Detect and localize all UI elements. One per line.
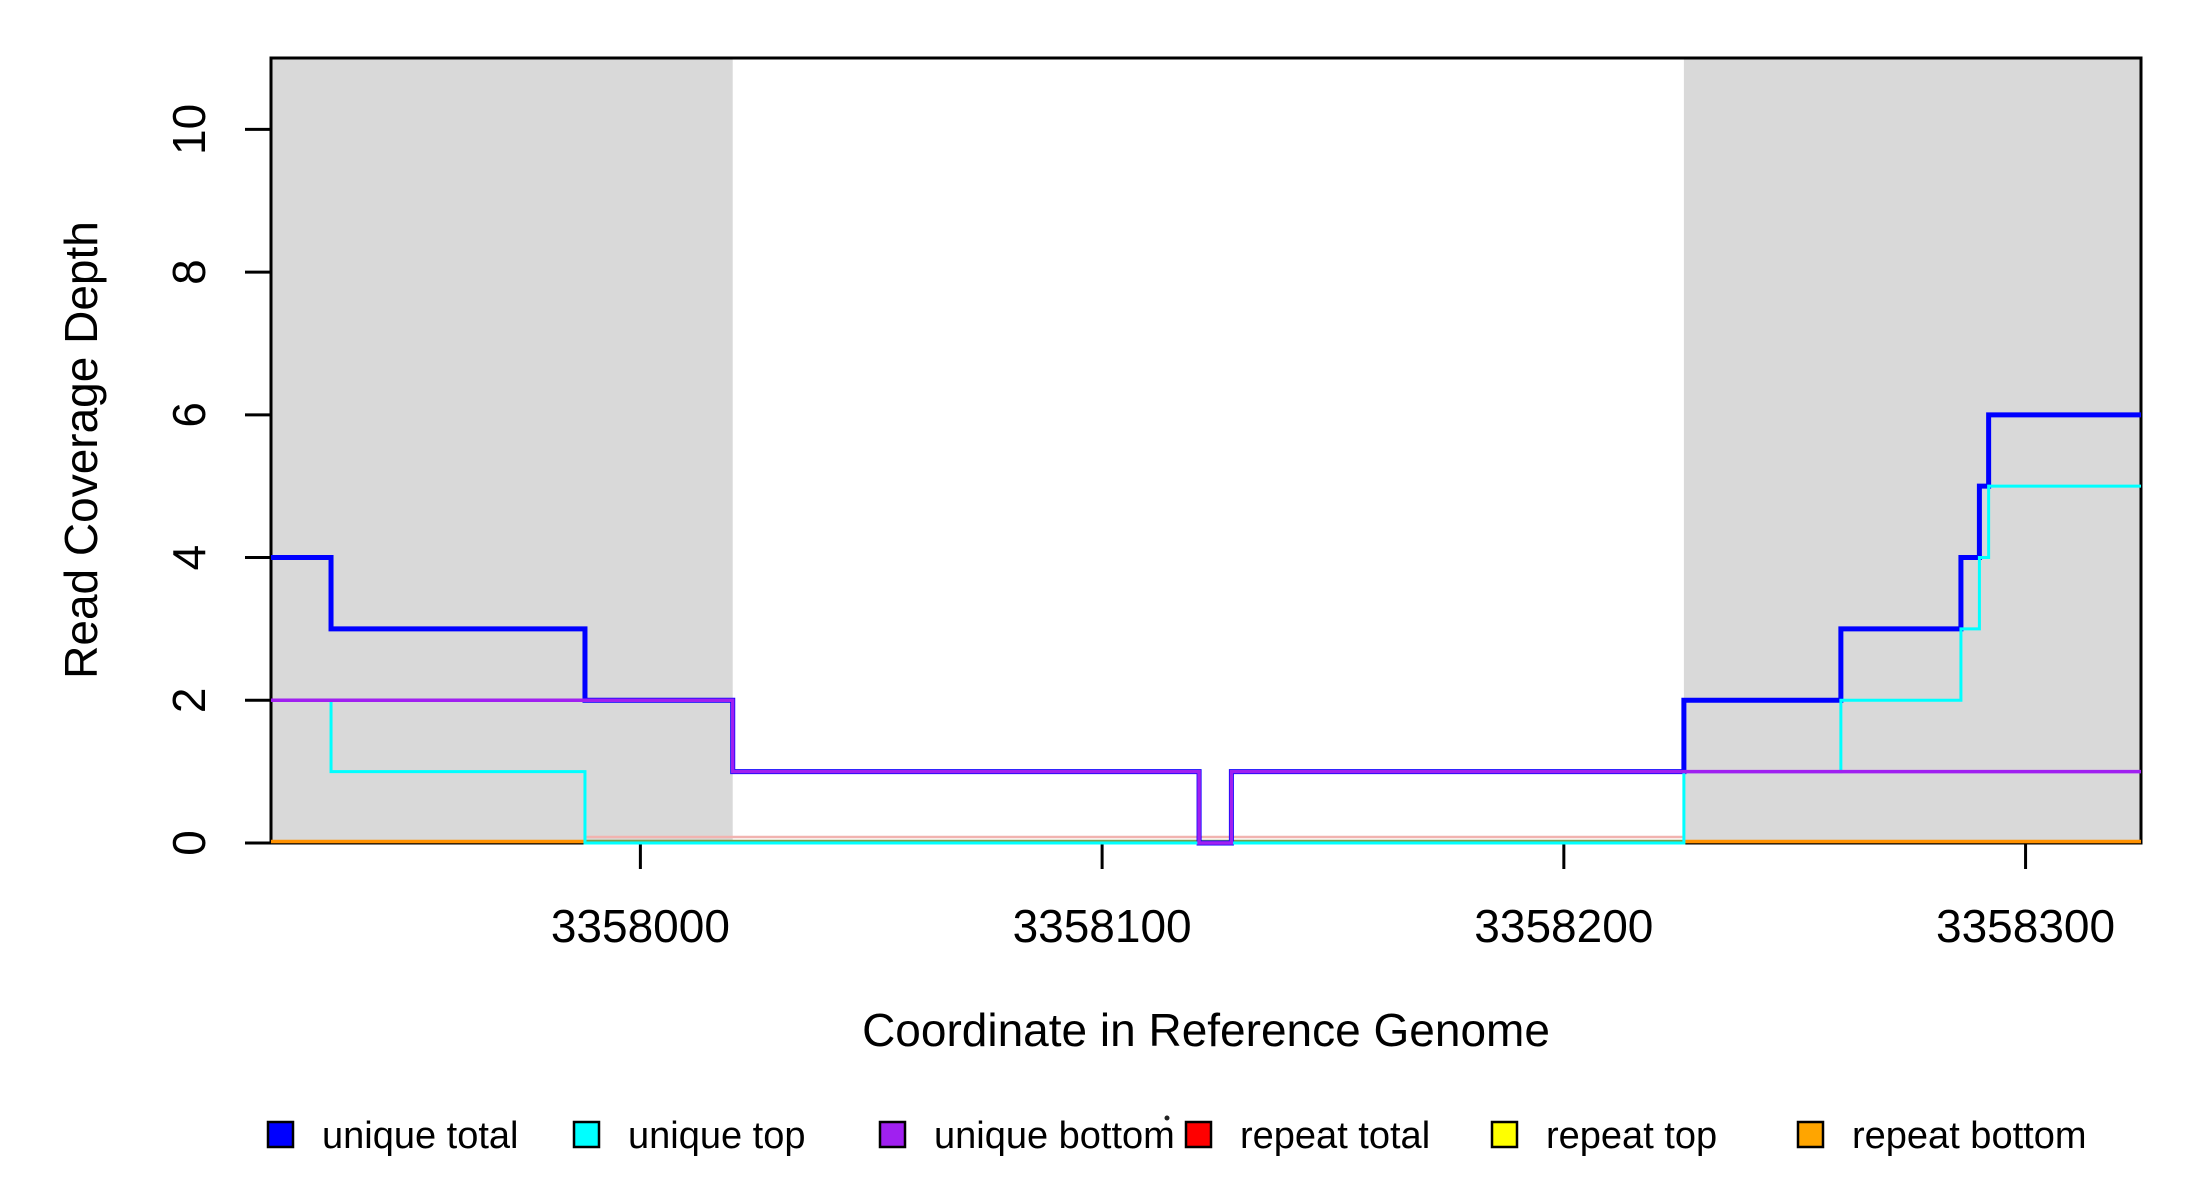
legend-swatch-unique-total [266,1120,295,1149]
legend-label-unique-bottom: unique bottom [934,1115,1175,1157]
series-line-unique-top [271,484,2141,845]
legend-swatch-repeat-top [1490,1120,1519,1149]
right-repeat-region [1683,58,2141,843]
legend-label-repeat-top: repeat top [1546,1115,1717,1157]
series-line-unique-bottom [271,698,2141,845]
x-tick-label: 3358300 [1936,900,2115,952]
x-tick-label: 3358200 [1474,900,1653,952]
y-tick-label: 0 [163,830,215,856]
x-axis-title: Coordinate in Reference Genome [862,1004,1550,1056]
legend-swatch-unique-bottom [878,1120,907,1149]
legend-label-repeat-total: repeat total [1240,1115,1430,1157]
legend-swatch-repeat-bottom [1796,1120,1825,1149]
y-tick-label: 6 [163,402,215,428]
y-tick-label: 10 [163,104,215,155]
x-tick-label: 3358100 [1013,900,1192,952]
stray-dot [1164,1115,1170,1121]
left-repeat-region [271,58,733,843]
legend-swatch-repeat-total [1184,1120,1213,1149]
legend-label-unique-top: unique top [628,1115,806,1157]
x-tick-label: 3358000 [551,900,730,952]
legend-label-unique-total: unique total [322,1115,519,1157]
legend-swatch-unique-top [572,1120,601,1149]
y-tick-label: 4 [163,545,215,571]
y-tick-label: 8 [163,259,215,285]
y-axis-title: Read Coverage Depth [55,221,107,679]
legend-label-repeat-bottom: repeat bottom [1852,1115,2086,1157]
y-tick-label: 2 [163,687,215,713]
